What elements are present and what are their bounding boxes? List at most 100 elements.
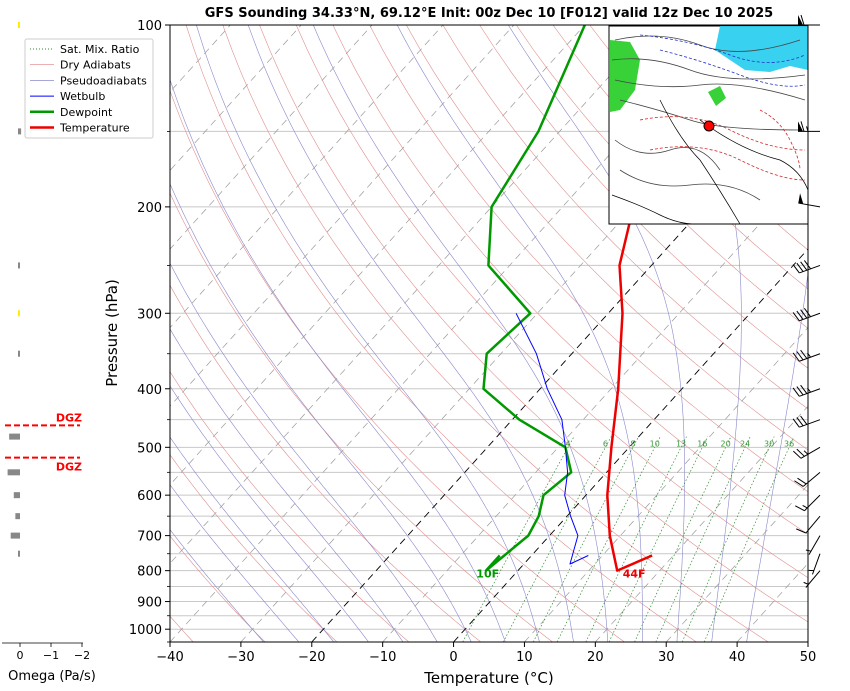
mixing-ratio-label: 10 — [650, 439, 660, 448]
x-tick-label: 20 — [587, 650, 604, 665]
wind-barb-full — [800, 415, 808, 425]
mixing-ratio-label: 6 — [603, 439, 608, 448]
chart-title: GFS Sounding 34.33°N, 69.12°E Init: 00z … — [205, 6, 773, 21]
y-tick-label: 500 — [137, 441, 162, 456]
wetbulb-line — [515, 313, 589, 565]
omega-axis-label: Omega (Pa/s) — [8, 669, 96, 684]
map-contour — [614, 35, 801, 52]
x-tick-label: −10 — [369, 650, 396, 665]
dry-adiabat — [295, 25, 808, 579]
mixing-ratio-label: 4 — [565, 439, 570, 448]
omega-tick-label: 0 — [17, 649, 24, 662]
map-contour — [614, 139, 721, 171]
map-contour — [619, 169, 761, 201]
isotherm-line — [453, 248, 808, 642]
mixing-ratio-label: 30 — [764, 439, 774, 448]
y-axis-ticks: 100 200 300 400 500 600 700 800 900 1000 — [129, 19, 170, 643]
pseudoadiabat — [654, 25, 742, 642]
mixing-ratio-line — [634, 436, 732, 642]
dry-adiabat — [170, 284, 481, 642]
omega-bar — [15, 513, 20, 520]
wind-barb-full — [796, 386, 804, 396]
isotherm-line — [170, 25, 727, 642]
wind-barb-flag — [798, 193, 804, 204]
map-border — [699, 119, 808, 191]
wind-barb-full — [800, 14, 805, 26]
x-tick-label: 50 — [800, 650, 817, 665]
mixing-ratio-line — [681, 436, 775, 642]
omega-panel: 0 −1 −2 Omega (Pa/s) DGZ DGZ — [2, 22, 96, 684]
map-contour — [611, 58, 806, 80]
y-tick-label: 600 — [137, 489, 162, 504]
wind-barb-full — [792, 312, 800, 322]
pseudoadiabat — [313, 25, 609, 642]
wind-barb-full — [797, 477, 807, 485]
dry-adiabat — [170, 535, 266, 642]
wind-barb-half — [803, 581, 809, 585]
mixing-ratio-line — [585, 436, 687, 642]
y-tick-label: 400 — [137, 383, 162, 398]
wind-barb-flag — [798, 121, 803, 132]
x-tick-label: 10 — [516, 650, 533, 665]
wind-barb-full — [800, 384, 808, 394]
wind-barb — [793, 446, 821, 459]
y-tick-label: 1000 — [129, 623, 162, 638]
y-tick-label: 300 — [137, 307, 162, 322]
pseudoadiabat — [170, 183, 472, 642]
omega-tick-label: −1 — [43, 649, 59, 662]
wind-barb — [808, 553, 821, 575]
pressure-gridlines — [170, 25, 808, 642]
pseudoadiabat — [170, 328, 404, 642]
mixing-ratio-label: 16 — [697, 439, 707, 448]
wind-barb — [798, 193, 821, 208]
mixing-ratio-label: 24 — [740, 439, 750, 448]
omega-tick-label: −2 — [74, 649, 90, 662]
map-cold-shading — [715, 26, 808, 72]
wind-barb-half — [806, 126, 809, 132]
inset-map — [608, 25, 809, 225]
dry-adiabat — [170, 192, 553, 642]
dgz-label: DGZ — [56, 411, 82, 424]
isotherm-line — [382, 169, 808, 642]
isotherm-line — [311, 91, 808, 642]
y-tick-label: 700 — [137, 530, 162, 545]
wind-barbs — [792, 14, 821, 588]
wind-barb-flag — [798, 15, 803, 25]
pseudoadiabat — [196, 25, 540, 642]
wind-barb — [805, 535, 821, 555]
wind-barb-full — [800, 261, 808, 271]
dry-adiabat — [369, 25, 808, 493]
wind-barb-full — [800, 309, 808, 319]
wind-barb-half — [803, 450, 809, 455]
mixing-ratio-label: 13 — [676, 439, 686, 448]
map-red-contour — [639, 116, 806, 151]
wind-barb — [792, 384, 821, 397]
wind-barb-full — [796, 448, 805, 457]
y-tick-label: 200 — [137, 201, 162, 216]
wind-barb-full — [800, 349, 808, 359]
mixing-ratio-lines — [462, 436, 795, 642]
x-tick-label: −30 — [227, 650, 254, 665]
x-tick-label: 30 — [658, 650, 675, 665]
dry-adiabat — [170, 454, 338, 642]
legend: Sat. Mix. Ratio Dry Adiabats Pseudoadiabat… — [24, 38, 154, 139]
dry-adiabat — [442, 25, 808, 410]
wind-barb-shaft — [808, 535, 821, 555]
dry-adiabat — [516, 25, 808, 329]
dry-adiabat — [406, 25, 808, 451]
legend-label: Temperature — [59, 122, 130, 135]
wind-barb-half — [805, 549, 812, 552]
y-axis-label: Pressure (hPa) — [103, 279, 121, 387]
omega-bar — [18, 350, 20, 357]
map-red-contour — [649, 146, 806, 181]
wind-barb-full — [796, 310, 804, 320]
dry-adiabat — [332, 25, 808, 535]
wind-barb-full — [796, 417, 804, 427]
legend-label: Wetbulb — [60, 90, 105, 103]
dry-adiabat — [222, 25, 769, 642]
y-tick-label: 800 — [137, 565, 162, 580]
wind-barb-full — [792, 352, 800, 362]
legend-label: Dry Adiabats — [60, 59, 131, 72]
wind-barb-full — [803, 260, 812, 270]
x-tick-label: −20 — [298, 650, 325, 665]
